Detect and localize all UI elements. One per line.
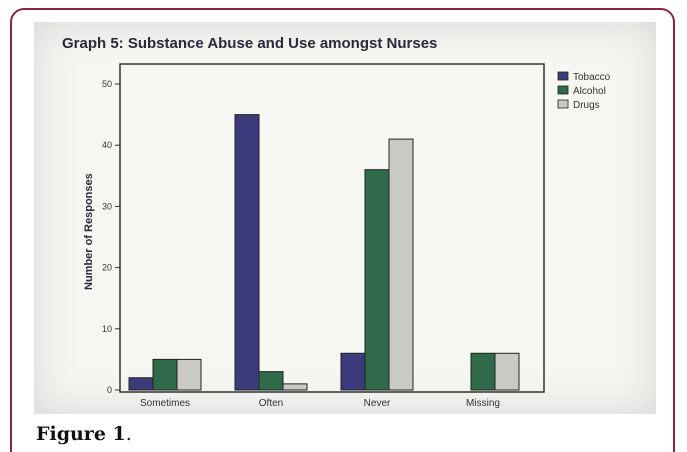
y-tick-label: 20 xyxy=(102,263,112,273)
bar-tobacco-often xyxy=(234,114,260,391)
legend-label-alcohol: Alcohol xyxy=(573,86,606,97)
bar-alcohol-never xyxy=(364,169,390,391)
x-tick-label: Sometimes xyxy=(140,398,190,409)
y-axis-label: Number of Responses xyxy=(83,173,95,290)
x-tick-label: Never xyxy=(364,398,391,409)
x-tick-label: Often xyxy=(259,398,283,409)
y-tick-label: 50 xyxy=(102,79,112,89)
legend-label-drugs: Drugs xyxy=(573,100,600,111)
y-tick-label: 30 xyxy=(102,201,112,211)
figure-label-suffix: . xyxy=(125,423,132,445)
bar-drugs-missing xyxy=(494,352,520,391)
legend: Tobacco Alcohol Drugs xyxy=(557,71,611,111)
legend-swatch-alcohol xyxy=(557,85,569,95)
y-tick-label: 0 xyxy=(107,385,112,395)
chart-photo xyxy=(34,22,656,414)
bars-layer: Sometimes Often Never Missing xyxy=(128,114,520,409)
x-tick-label: Missing xyxy=(466,398,500,409)
legend-swatch-drugs xyxy=(557,99,569,109)
figure-caption: Figure 1. xyxy=(36,423,132,445)
bar-alcohol-sometimes xyxy=(152,358,178,391)
bar-alcohol-missing xyxy=(470,352,496,391)
legend-swatch-tobacco xyxy=(557,71,569,81)
bar-tobacco-sometimes xyxy=(128,377,154,391)
plot-area xyxy=(119,63,545,393)
y-tick-label: 40 xyxy=(102,140,112,150)
figure-label: Figure 1 xyxy=(36,423,126,445)
bar-drugs-never xyxy=(388,138,414,391)
bar-alcohol-often xyxy=(258,371,284,391)
bar-tobacco-never xyxy=(340,352,366,391)
bar-drugs-often xyxy=(282,383,308,391)
legend-label-tobacco: Tobacco xyxy=(573,72,611,83)
axis-layer: 0 10 20 30 40 50 xyxy=(102,79,120,395)
y-tick-label: 10 xyxy=(102,324,112,334)
bar-drugs-sometimes xyxy=(176,358,202,391)
figure-frame xyxy=(10,8,675,452)
chart-title: Graph 5: Substance Abuse and Use amongst… xyxy=(62,35,437,52)
